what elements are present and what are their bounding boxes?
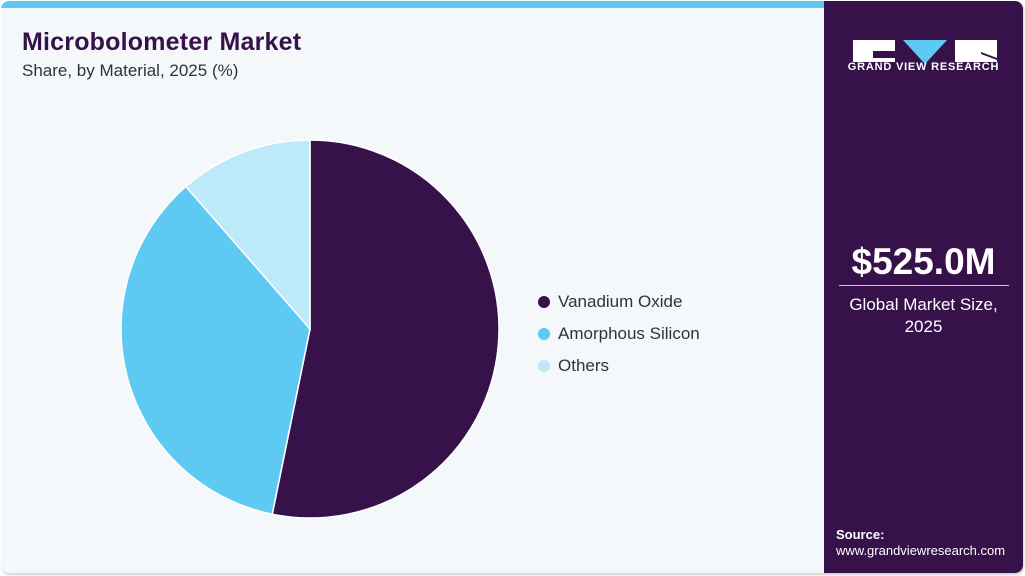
brand-name: GRAND VIEW RESEARCH (847, 61, 1000, 73)
legend-label: Amorphous Silicon (558, 324, 700, 343)
gvr-logo-icon (853, 40, 997, 64)
divider (839, 285, 1009, 286)
market-size-value: $525.0M (851, 241, 996, 282)
pie-slice-amorphous-silicon (120, 185, 311, 516)
legend: Vanadium Oxide Amorphous Silicon Others (538, 286, 700, 382)
chart-title: Microbolometer Market (22, 28, 302, 56)
pie-chart (120, 139, 500, 519)
legend-label: Vanadium Oxide (558, 292, 683, 311)
market-size-label: Global Market Size, 2025 (824, 294, 1023, 338)
source-url[interactable]: www.grandviewresearch.com (836, 543, 1006, 558)
pie-slice-others (184, 139, 311, 332)
source-label: Source: (836, 527, 885, 542)
legend-dot (538, 328, 550, 340)
legend-item-vanadium-oxide: Vanadium Oxide (538, 286, 700, 318)
pie-slice-vanadium-oxide (271, 139, 500, 519)
legend-item-amorphous-silicon: Amorphous Silicon (538, 318, 700, 350)
sidebar-panel (824, 1, 1023, 573)
legend-dot (538, 296, 550, 308)
chart-subtitle: Share, by Material, 2025 (%) (22, 61, 239, 80)
market-size-label-text: Global Market Size, 2025 (849, 295, 998, 336)
legend-dot (538, 360, 550, 372)
accent-bar (1, 1, 825, 8)
legend-item-others: Others (538, 350, 700, 382)
legend-label: Others (558, 356, 610, 375)
